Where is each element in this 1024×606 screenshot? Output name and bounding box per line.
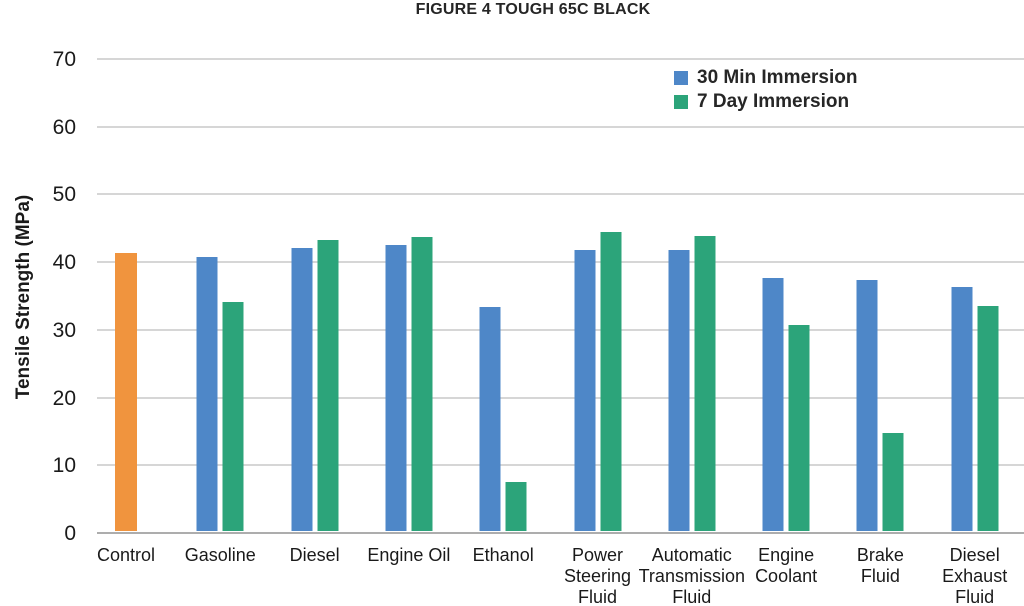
y-tick-label-40: 40 <box>52 251 76 275</box>
x-label-line: Steering <box>563 566 632 586</box>
x-label-diesel-exhaust-fluid: Diesel Exhaust Fluid <box>910 545 1024 606</box>
bar-group-gasoline <box>196 256 244 531</box>
x-label-control: Control <box>61 545 191 566</box>
legend: 30 Min Immersion 7 Day Immersion <box>674 66 858 114</box>
bar-7-day-immersion-power-steering-fluid <box>600 231 621 531</box>
x-label-line: Automatic <box>651 545 732 565</box>
x-label-line: Coolant <box>755 566 818 586</box>
bar-group-engine-coolant <box>762 278 810 531</box>
bar-30-min-immersion-gasoline <box>196 256 218 531</box>
bar-7-day-immersion-engine-coolant <box>788 325 810 531</box>
legend-label: 7 Day Immersion <box>697 91 850 112</box>
bar-30-min-immersion-engine-oil <box>385 244 407 531</box>
x-label-line: Ethanol <box>472 545 534 565</box>
x-label-line: Engine Oil <box>367 545 451 565</box>
bar-7-day-immersion-diesel <box>317 239 339 531</box>
bar-30-min-immersion-brake-fluid <box>856 279 878 531</box>
bar-7-day-immersion-automatic-transmission-fluid <box>694 236 716 531</box>
gridline-10 <box>97 464 1024 467</box>
bar-30-min-immersion-power-steering-fluid <box>574 250 595 531</box>
x-label-line: Fluid <box>955 587 995 606</box>
x-label-line: Fluid <box>672 587 712 606</box>
x-label-engine-coolant: Engine Coolant <box>721 545 851 587</box>
x-label-automatic-transmission-fluid: Automatic Transmission Fluid <box>627 545 757 606</box>
y-tick-label-0: 0 <box>64 522 76 545</box>
x-label-line: Diesel <box>949 545 1000 565</box>
x-label-power-steering-fluid: Power Steering Fluid <box>533 545 663 606</box>
x-label-diesel: Diesel <box>250 545 380 566</box>
gridline-60 <box>97 125 1024 128</box>
gridline-0 <box>97 532 1024 534</box>
x-label-line: Control <box>96 545 156 565</box>
y-tick-label-20: 20 <box>52 386 76 410</box>
x-label-line: Power <box>571 545 624 565</box>
x-label-line: Gasoline <box>184 545 256 565</box>
bar-30-min-immersion-ethanol <box>479 306 501 531</box>
x-label-line: Transmission <box>638 566 745 586</box>
bar-30-min-immersion-engine-coolant <box>762 278 784 531</box>
y-tick-label-60: 60 <box>52 115 76 139</box>
bar-7-day-immersion-engine-oil <box>411 237 433 531</box>
legend-label: 30 Min Immersion <box>697 67 858 88</box>
bar-30-min-immersion-diesel <box>291 248 313 531</box>
x-label-engine-oil: Engine Oil <box>344 545 474 566</box>
legend-item-30-min-immersion: 30 Min Immersion <box>674 66 858 90</box>
bar-30-min-immersion-automatic-transmission-fluid <box>668 250 690 531</box>
bar-30-min-immersion-diesel-exhaust-fluid <box>951 287 973 531</box>
gridline-20 <box>97 396 1024 399</box>
chart-title: FIGURE 4 TOUGH 65C BLACK <box>415 1 651 18</box>
bar-7-day-immersion-diesel-exhaust-fluid <box>977 306 999 531</box>
x-label-line: Exhaust <box>942 566 1008 586</box>
bar-7-day-immersion-ethanol <box>505 482 527 531</box>
x-label-line: Diesel <box>289 545 340 565</box>
y-tick-label-10: 10 <box>52 454 76 478</box>
bar-group-brake-fluid <box>856 279 904 531</box>
bar-group-ethanol <box>479 306 527 531</box>
x-label-gasoline: Gasoline <box>155 545 285 566</box>
x-label-line: Brake <box>856 545 904 565</box>
y-tick-label-70: 70 <box>52 48 76 71</box>
gridline-70 <box>97 58 1024 60</box>
gridline-40 <box>97 261 1024 264</box>
bar-group-control <box>115 253 137 531</box>
y-tick-label-50: 50 <box>52 183 76 207</box>
legend-item-7-day-immersion: 7 Day Immersion <box>674 90 858 114</box>
bar-7-day-immersion-brake-fluid <box>882 432 904 531</box>
y-tick-label-30: 30 <box>52 318 76 342</box>
x-label-line: Fluid <box>860 566 900 586</box>
x-label-brake-fluid: Brake Fluid <box>815 545 945 587</box>
bar-control-control <box>115 253 137 531</box>
x-label-line: Fluid <box>577 587 617 606</box>
gridline-30 <box>97 328 1024 331</box>
bar-group-diesel <box>291 239 339 531</box>
x-label-line: Engine <box>758 545 815 565</box>
bar-7-day-immersion-gasoline <box>222 302 244 531</box>
bar-group-automatic-transmission-fluid <box>668 236 716 531</box>
bar-group-diesel-exhaust-fluid <box>951 287 999 531</box>
bar-group-power-steering-fluid <box>574 231 621 531</box>
legend-swatch-icon <box>674 71 688 85</box>
y-axis-tick-labels: 0 10 20 30 40 50 60 70 <box>0 0 76 606</box>
legend-swatch-icon <box>674 95 688 109</box>
x-label-ethanol: Ethanol <box>438 545 568 566</box>
gridline-50 <box>97 193 1024 196</box>
bar-group-engine-oil <box>385 237 433 531</box>
plot-area <box>97 58 1024 534</box>
